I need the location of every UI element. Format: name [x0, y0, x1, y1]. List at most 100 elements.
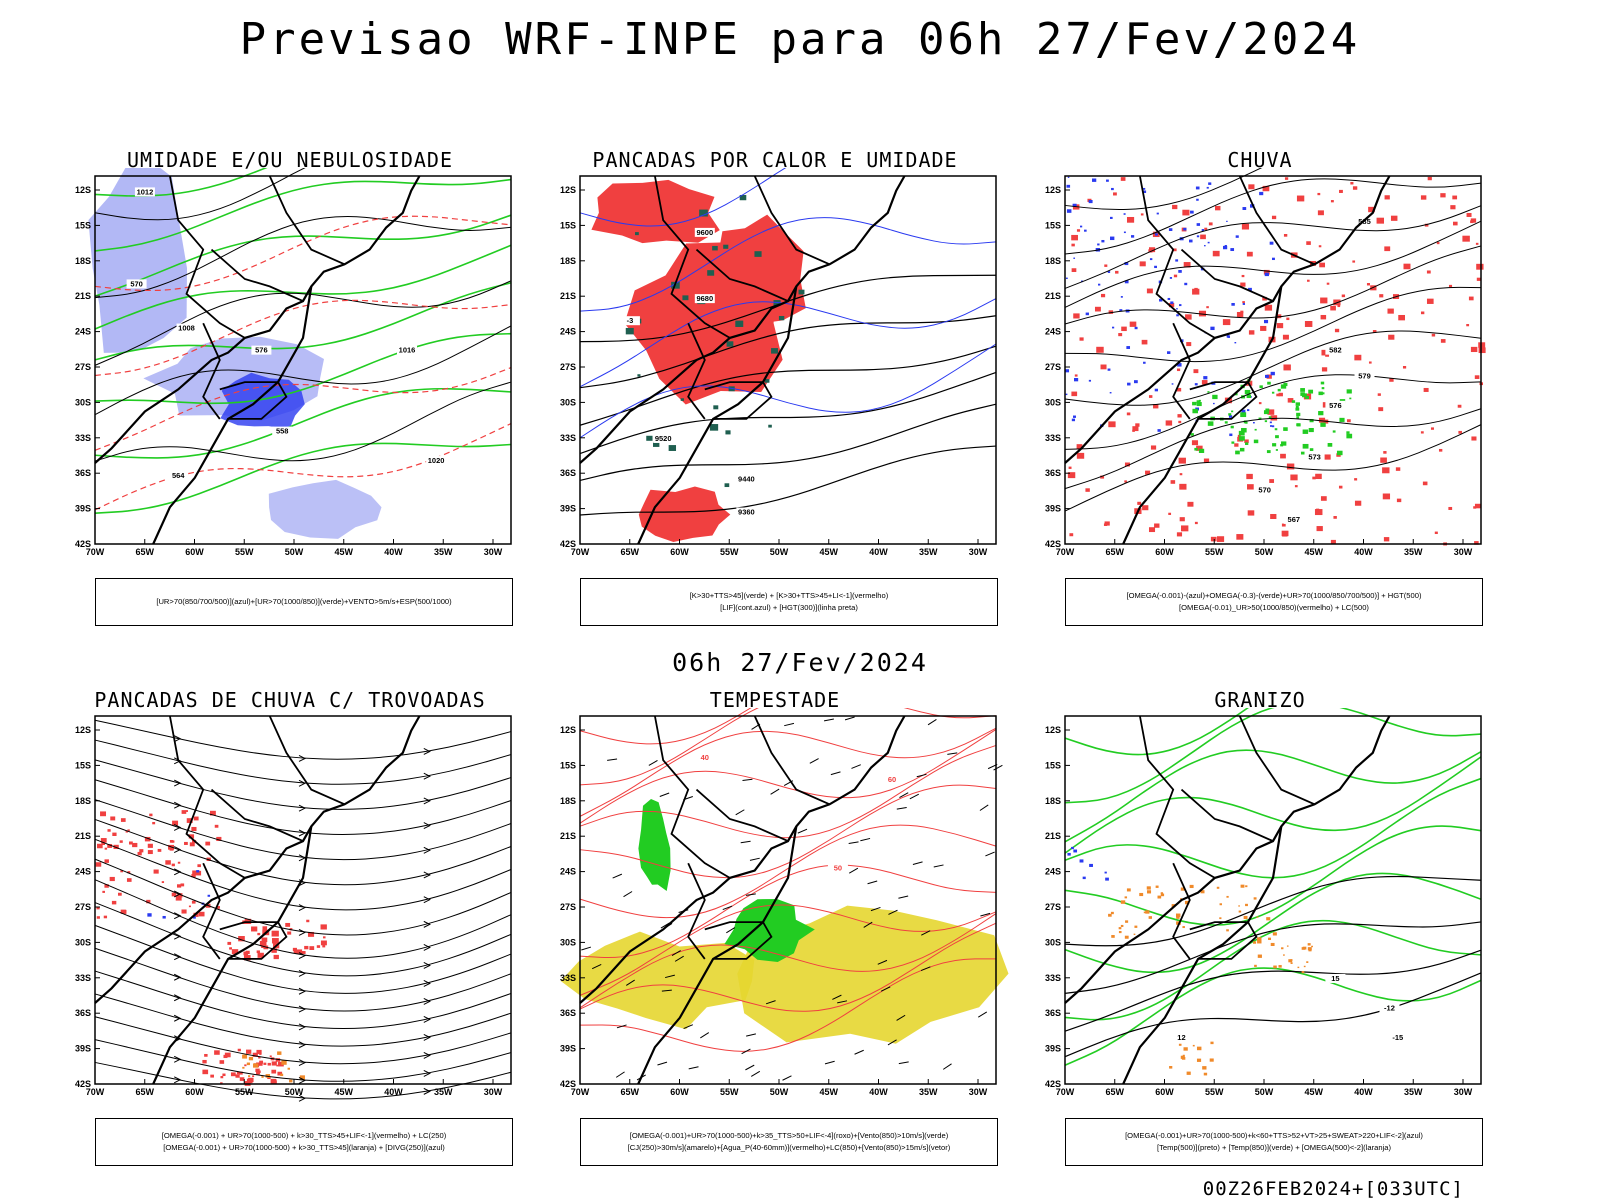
lon-label: 40W	[869, 547, 888, 557]
omega-500-spot	[1243, 915, 1248, 920]
rain-spot	[1423, 387, 1429, 392]
streamline-arrow	[173, 932, 182, 940]
lon-label: 35W	[919, 547, 938, 557]
thunder-spot	[147, 850, 153, 855]
omega-strong-spot	[1349, 397, 1352, 400]
streamline-arrow	[298, 987, 307, 995]
rain-spot	[1286, 463, 1295, 470]
thunder-spot	[293, 950, 298, 954]
rain-spot	[1236, 534, 1244, 540]
rain-spot	[1203, 458, 1210, 463]
thunder-spot	[97, 843, 103, 849]
rain-spot	[1237, 434, 1241, 438]
rain-spot	[1377, 393, 1381, 396]
lat-label: 27S	[560, 362, 576, 372]
wind-vector	[657, 1061, 668, 1066]
wind-vector	[854, 1049, 864, 1055]
thunder-spot	[277, 1071, 283, 1076]
thunder-spot	[95, 862, 102, 867]
thunder-spot	[223, 1054, 228, 1059]
omega-500-spot	[1120, 924, 1124, 927]
wind-vector	[823, 718, 834, 722]
omega-strong-spot	[1243, 420, 1248, 424]
lat-label: 27S	[1045, 902, 1061, 912]
rain-spot	[1186, 342, 1192, 347]
humidity-low-contour	[94, 281, 512, 361]
contour-label: 15	[1331, 974, 1339, 983]
rain-spot	[1073, 313, 1080, 319]
state-border	[210, 248, 304, 302]
wind-vector	[745, 893, 756, 896]
omega-spot	[1092, 178, 1097, 182]
rain-spot	[1241, 223, 1250, 230]
rain-spot	[1079, 337, 1084, 341]
rain-spot	[1210, 536, 1217, 542]
omega-500-spot	[1273, 965, 1277, 969]
omega-strong-spot	[1231, 441, 1235, 444]
lon-label: 40W	[869, 1087, 888, 1097]
rain-spot	[1320, 314, 1327, 320]
omega-spot	[1184, 282, 1188, 286]
height-500-contour	[1064, 408, 1482, 490]
contour-label: 9680	[696, 294, 713, 303]
k-index-spot	[635, 232, 639, 236]
thunder-spot	[243, 951, 249, 956]
thunder-spot	[320, 924, 327, 930]
subtitle: 06h 27/Fev/2024	[672, 648, 928, 677]
omega-spot	[1119, 309, 1123, 312]
omega-strong-spot	[1309, 419, 1314, 423]
temp-850-contour	[1064, 967, 1482, 1066]
state-border	[268, 715, 345, 806]
wind-vector	[746, 1033, 756, 1037]
contour-label: 570	[1258, 485, 1271, 494]
streamline-arrow	[298, 928, 307, 936]
thunder-spot	[127, 871, 131, 874]
hail-index-spot	[1079, 859, 1084, 863]
thunder-spot	[235, 1074, 240, 1078]
omega-strong-spot	[1309, 448, 1314, 451]
omega-500-spot	[1257, 954, 1262, 958]
omega-spot	[1175, 259, 1179, 262]
rain-spot	[1244, 439, 1249, 444]
omega-strong-spot	[1277, 388, 1281, 392]
state-border	[169, 175, 246, 339]
rain-spot	[1339, 189, 1343, 193]
omega-spot	[1107, 368, 1111, 371]
rain-spot	[1319, 262, 1326, 268]
streamline-arrow	[423, 1069, 431, 1077]
wind-vector	[722, 905, 733, 911]
contour-label: 567	[1288, 515, 1301, 524]
rain-spot	[1100, 364, 1107, 370]
streamline	[94, 1039, 512, 1082]
lon-label: 50W	[1255, 547, 1274, 557]
rain-spot	[1431, 333, 1436, 337]
k-index-spot	[682, 295, 689, 301]
omega-500-spot	[1278, 965, 1282, 968]
omega-500-spot	[1253, 897, 1257, 900]
streamline-arrow	[298, 1059, 307, 1067]
state-border	[704, 921, 773, 960]
k-index-spot	[707, 270, 715, 276]
rain-spot	[1316, 526, 1323, 532]
rain-spot	[1266, 374, 1272, 379]
lat-label: 21S	[560, 831, 576, 841]
contour-label: 1016	[399, 346, 416, 355]
lon-label: 30W	[1454, 1087, 1473, 1097]
omega-strong-spot	[1238, 430, 1245, 436]
omega-spot	[1071, 418, 1076, 422]
contour-label-bg	[272, 426, 293, 436]
rain-spot	[1281, 523, 1286, 527]
omega-500-spot	[1180, 887, 1185, 891]
omega-spot	[1169, 277, 1173, 279]
wind-vector	[832, 994, 842, 1000]
rain-spot	[1148, 395, 1153, 398]
lat-label: 18S	[560, 256, 576, 266]
rain-spot	[1247, 510, 1255, 516]
k-index-spot	[653, 441, 660, 447]
thunder-spot	[132, 842, 138, 848]
rain-spot	[1368, 361, 1372, 364]
rain-spot	[1304, 320, 1313, 327]
humidity-upper-area	[88, 168, 188, 353]
coastline	[1064, 175, 1391, 464]
